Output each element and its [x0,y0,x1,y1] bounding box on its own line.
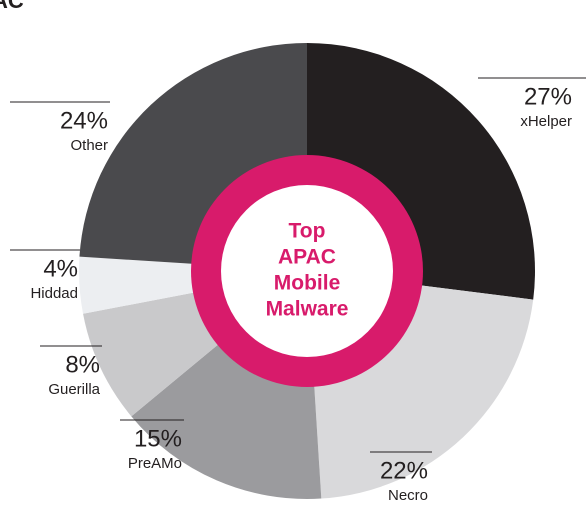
value-label: 24% [60,107,108,134]
value-label: 4% [43,255,78,282]
category-label: Hiddad [30,285,78,302]
category-label: PreAMo [128,455,182,472]
value-label: 22% [380,457,428,484]
value-label: 8% [65,351,100,378]
category-label: Guerilla [48,381,100,398]
center-text: APAC [278,246,336,269]
center-text: Mobile [274,272,341,295]
category-label: xHelper [520,113,572,130]
center-text: Malware [266,298,349,321]
center-text: Top [289,220,326,243]
value-label: 27% [524,83,572,110]
category-label: Necro [388,487,428,504]
category-label: Other [70,137,108,154]
center-hole [221,185,393,357]
chart-title: AC [0,0,24,13]
value-label: 15% [134,425,182,452]
